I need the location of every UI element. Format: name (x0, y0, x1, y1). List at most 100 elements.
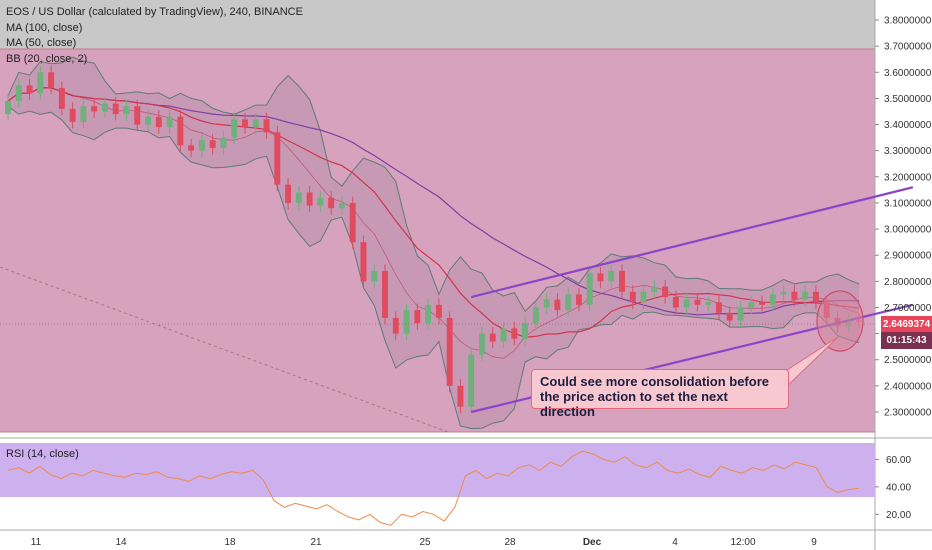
candle-body (360, 242, 367, 282)
candle-body (468, 354, 475, 407)
candle-body (295, 192, 302, 203)
bb-fill (8, 57, 859, 429)
candle-body (252, 119, 259, 128)
moving-averages (7, 87, 860, 338)
price-tick-label: 2.7000000 (884, 303, 932, 314)
rsi-series (7, 450, 860, 526)
candle-body (802, 291, 809, 300)
time-tick-label: Dec (583, 537, 602, 548)
price-tick-label: 3.7000000 (884, 42, 932, 53)
rsi-band (0, 443, 875, 497)
rsi-tick-label: 40.00 (886, 482, 911, 493)
legend-ma100[interactable]: MA (100, close) (6, 22, 83, 34)
candle-body (715, 302, 722, 313)
candle-body (58, 87, 65, 109)
candle-body (662, 286, 669, 298)
rsi-tick-label: 20.00 (886, 510, 911, 521)
time-tick-label: 25 (419, 537, 431, 548)
candle-body (683, 299, 690, 308)
candle-body (446, 317, 453, 386)
upper-gray-zone (0, 0, 875, 49)
candle-body (522, 323, 529, 339)
candle-body (640, 291, 647, 303)
candle-body (737, 307, 744, 321)
candle-body (403, 310, 410, 334)
candle-body (26, 85, 33, 94)
price-tick-label: 3.5000000 (884, 94, 932, 105)
time-axis[interactable]: 11 14 18 21 25 28 Dec 4 12:00 9 (31, 537, 817, 548)
candle-body (371, 270, 378, 282)
time-tick-label: 14 (115, 537, 127, 548)
candle-body (177, 116, 184, 146)
legend-bb[interactable]: BB (20, close, 2) (6, 53, 88, 65)
price-tick-label: 2.9000000 (884, 251, 932, 262)
candle-body (726, 312, 733, 321)
candle-body (263, 119, 270, 133)
price-tick-label: 2.8000000 (884, 277, 932, 288)
candle-body (479, 333, 485, 355)
rsi-tick-label: 60.00 (886, 455, 911, 466)
candle-body (80, 106, 87, 122)
bb-upper (7, 56, 860, 313)
candle-body (48, 72, 55, 88)
rsi-axis[interactable]: 60.00 40.00 20.00 (875, 455, 911, 521)
candle-body (791, 291, 798, 300)
time-tick-label: 28 (504, 537, 516, 548)
candle-body (198, 140, 205, 151)
candle-body (812, 291, 819, 303)
price-axis[interactable]: 3.8000000 3.7000000 3.6000000 3.5000000 3.40… (875, 16, 932, 419)
candle-body (543, 299, 550, 308)
candle-body (242, 119, 248, 128)
candle-body (748, 302, 755, 308)
channel-upper-line[interactable] (470, 186, 914, 299)
price-tick-label: 3.0000000 (884, 225, 932, 236)
price-tick-label: 2.3000000 (884, 408, 932, 419)
candle-body (134, 106, 141, 125)
candle-body (306, 192, 313, 206)
bb-lower (7, 105, 860, 430)
candle-body (382, 270, 388, 318)
candle-body (101, 103, 108, 112)
time-tick-label: 4 (672, 537, 678, 548)
candle-body (69, 108, 76, 122)
candle-body (435, 304, 442, 318)
candle-body (328, 197, 335, 209)
last-price-tag: 2.6469374 (881, 316, 932, 333)
candle-body (166, 116, 173, 128)
price-tick-label: 2.4000000 (884, 381, 932, 392)
candle-body (586, 273, 593, 305)
candle-body (5, 101, 11, 115)
candle-body (651, 286, 658, 292)
candle-body (392, 317, 399, 334)
candle-body (15, 85, 22, 102)
rsi-legend[interactable]: RSI (14, close) (6, 448, 79, 460)
time-tick-label: 11 (31, 537, 42, 548)
candle-body (285, 184, 292, 203)
countdown-tag: 01:15:43 (881, 332, 932, 349)
candle-body (457, 385, 464, 407)
price-tick-label: 2.5000000 (884, 355, 932, 366)
candle-body (565, 294, 572, 311)
candle-body (349, 202, 356, 243)
candle-body (694, 299, 701, 305)
time-tick-label: 9 (811, 537, 817, 548)
candle-body (672, 297, 679, 308)
candle-body (532, 307, 539, 324)
candle-body (554, 299, 561, 311)
candle-body (220, 137, 227, 149)
time-tick-label: 12:00 (730, 537, 755, 548)
price-tick-label: 3.4000000 (884, 120, 932, 131)
candle-body (188, 145, 195, 151)
highlight-circle[interactable] (816, 290, 864, 352)
legend-ma50[interactable]: MA (50, close) (6, 37, 77, 49)
candle-body (489, 333, 496, 342)
candle-body (155, 116, 162, 128)
candle-body (112, 103, 119, 115)
annotation-callout[interactable]: Could see more consolidation before the … (531, 369, 789, 419)
candle-body (608, 270, 615, 282)
price-tick-label: 3.1000000 (884, 198, 932, 209)
candle-body (511, 328, 518, 339)
candle-body (769, 294, 776, 305)
